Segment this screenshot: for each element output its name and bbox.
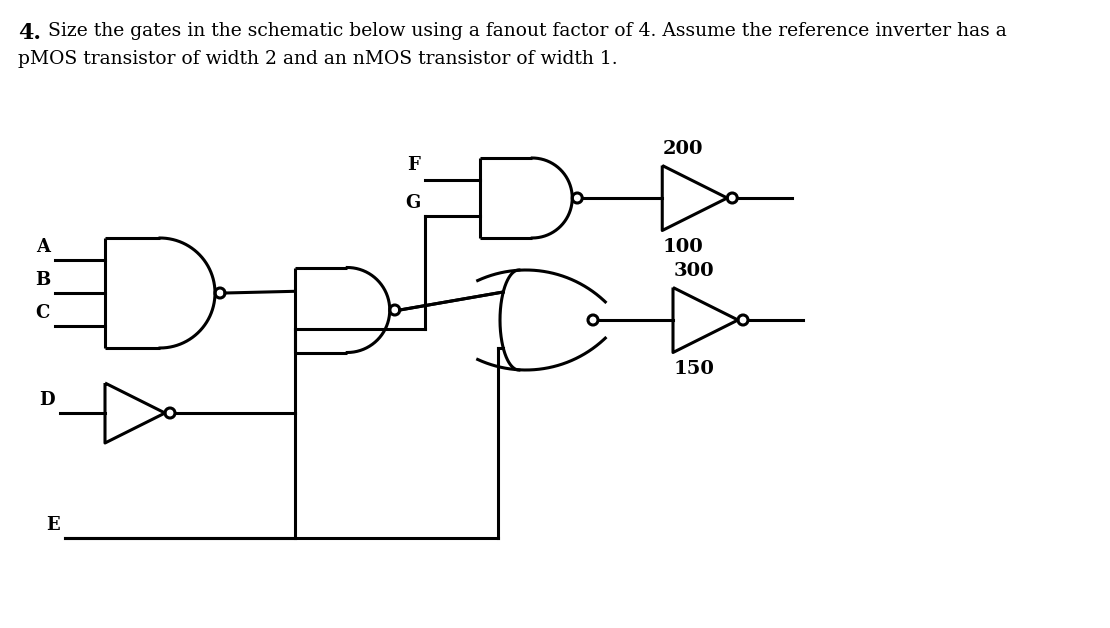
Text: A: A bbox=[36, 238, 50, 256]
Text: E: E bbox=[47, 516, 60, 534]
Text: 200: 200 bbox=[663, 139, 704, 158]
Text: B: B bbox=[34, 271, 50, 289]
Text: 100: 100 bbox=[663, 239, 704, 256]
Text: D: D bbox=[39, 391, 56, 409]
Text: pMOS transistor of width 2 and an nMOS transistor of width 1.: pMOS transistor of width 2 and an nMOS t… bbox=[18, 50, 617, 68]
Text: Size the gates in the schematic below using a fanout factor of 4. Assume the ref: Size the gates in the schematic below us… bbox=[48, 22, 1007, 40]
Text: G: G bbox=[405, 193, 420, 212]
Text: 4.: 4. bbox=[18, 22, 41, 44]
Text: F: F bbox=[407, 156, 420, 175]
Text: C: C bbox=[36, 304, 50, 322]
Text: 150: 150 bbox=[674, 360, 715, 379]
Text: 300: 300 bbox=[674, 261, 715, 279]
